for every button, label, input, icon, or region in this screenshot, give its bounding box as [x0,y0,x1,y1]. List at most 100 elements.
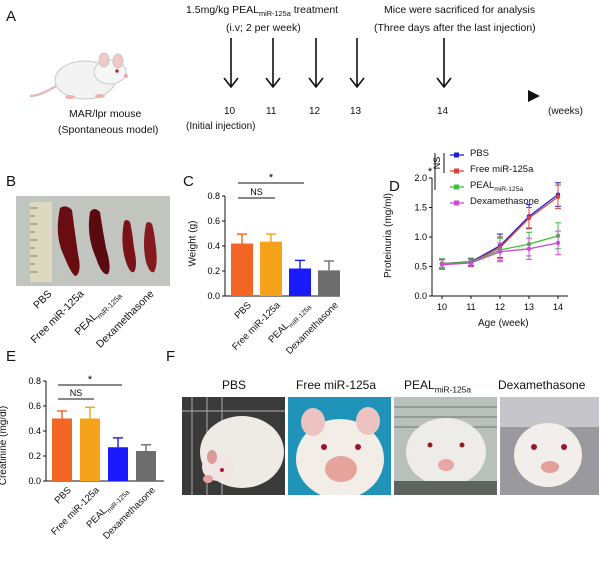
sacrifice-line-1: Mice were sacrificed for analysis [384,4,536,16]
mouse-illustration-icon [29,52,128,100]
y-tick-label: 1.0 [414,232,427,242]
injection-arrows [223,38,452,89]
bar-1 [80,418,100,481]
initial-injection-note: (Initial injection) [186,121,256,132]
mouse-photo-free-drawing [288,397,391,495]
week-tick-12: 12 [309,106,321,117]
data-point [555,240,561,246]
spleen-pbs [57,206,80,276]
photo-title-peal: PEALmiR-125a [404,378,471,395]
legend-label-1: Free miR-125a [470,164,534,175]
data-point [526,215,532,221]
y-tick-label: 0.5 [414,262,427,272]
treatment-title: 1.5mg/kg PEALmiR-125a treatment [186,4,339,19]
y-tick-label: 0.4 [28,426,41,436]
x-tick-label: 12 [495,302,505,312]
bar-1 [260,241,282,296]
legend-label-2: PEALmiR-125a [470,180,524,193]
y-tick-label: 0.2 [28,451,41,461]
treatment-regimen: (i.v; 2 per week) [226,22,301,34]
mouse-photo-free [288,397,391,495]
sig-star-label: * [88,374,93,386]
sig-ns-label: NS [70,388,83,398]
spleen-free [88,209,110,275]
timeline-unit: (weeks) [548,106,584,117]
panel-a-label: A [6,8,17,25]
weight-bar-chart: 0.0 0.2 0.4 0.6 0.8 * NS [207,172,340,301]
mouse-photo-peal-drawing [394,397,497,495]
week-tick-13: 13 [350,106,362,117]
mouse-model-line-1: MAR/lpr mouse [69,108,142,120]
sig-ns-label: NS [250,187,263,197]
legend-label-3: Dexamethasone [470,196,540,207]
chart-d-ylabel: Proteinuria (mg/ml) [383,192,395,279]
bar-0 [231,243,253,296]
legend-marker-0 [454,152,459,158]
legend-marker-2 [454,184,459,190]
arrow-week-14-icon [436,38,452,89]
arrow-week-13-icon [349,38,365,89]
spleen-photo [16,196,170,286]
x-tick-label: 14 [553,302,563,312]
photo-title-free: Free miR-125a [296,378,377,392]
week-tick-10: 10 [224,106,236,117]
arrow-week-12-icon [308,38,324,89]
data-point [439,262,445,267]
legend-label-0: PBS [470,148,490,159]
mouse-photo-peal [394,397,497,495]
week-tick-14: 14 [437,106,449,117]
y-tick-label: 0.6 [28,401,41,411]
panel-f-label: F [166,348,176,365]
x-tick-label: 11 [466,302,475,312]
arrow-week-11-icon [265,38,281,89]
chart-c-ylabel: Weight (g) [187,220,199,267]
chart-d-xlabel: Age (week) [478,318,529,329]
sig-star-label: * [428,166,433,178]
y-tick-label: 0.2 [207,266,220,276]
week-tick-11: 11 [266,106,277,117]
y-tick-label: 0.0 [207,291,220,301]
legend-marker-3 [454,200,459,206]
y-tick-label: 0.6 [207,216,220,226]
panel-b-label: B [6,173,17,190]
mouse-photo-pbs [182,397,285,495]
spleen-dexa [144,222,157,273]
proteinuria-line-chart: 0.0 0.5 1.0 1.5 2.0 10 11 12 13 14 NS* [414,152,568,312]
timeline-graphic [29,38,540,102]
panel-d-label: D [389,178,400,195]
y-tick-label: 0.4 [207,241,220,251]
sig-star-label: * [269,172,274,184]
panel-c-label: C [183,173,194,190]
bar-2 [108,447,128,481]
mouse-photo-dexa [500,397,599,495]
y-tick-label: 0.0 [414,291,427,301]
creatinine-bar-chart: 0.0 0.2 0.4 0.6 0.8 * NS [28,374,164,486]
mouse-photo-dexa-drawing [500,397,599,495]
y-tick-label: 0.8 [28,376,41,386]
panel-e-label: E [6,348,17,365]
y-tick-label: 2.0 [414,173,427,183]
data-point [526,246,532,251]
data-point [497,249,503,254]
bar-2 [289,268,311,296]
arrow-week-10-icon [223,38,239,89]
bar-3 [318,270,340,296]
y-tick-label: 0.8 [207,191,220,201]
legend-marker-1 [454,168,459,174]
x-tick-label: 13 [524,302,534,312]
chart-e-ylabel: Creatinine (mg/dl) [0,405,10,486]
photo-title-dexa: Dexamethasone [498,378,586,392]
sacrifice-line-2: (Three days after the last injection) [374,22,536,34]
timeline-arrowhead-icon [528,90,540,102]
sig-ns-label: NS [432,157,442,170]
bar-0 [52,418,72,481]
data-point [468,260,474,266]
spleen-peal [122,220,136,273]
mouse-photo-pbs-drawing [182,397,285,495]
bar-3 [136,451,156,481]
data-point [555,194,561,200]
spleen-photo-drawing [16,196,170,286]
x-tick-label: 10 [437,302,447,312]
mouse-model-line-2: (Spontaneous model) [58,124,159,136]
y-tick-label: 0.0 [28,476,41,486]
